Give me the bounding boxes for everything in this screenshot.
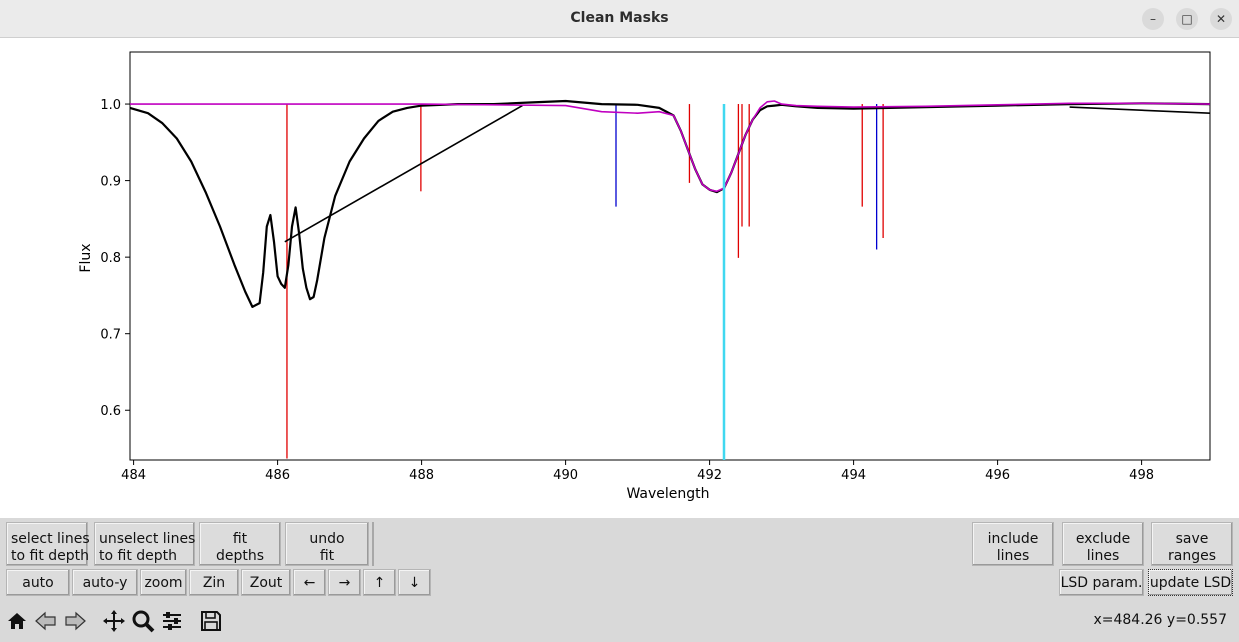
series-2 [1069,106,1211,114]
x-tick-label-2: 488 [409,468,434,483]
pan-icon[interactable] [101,607,127,635]
close-button[interactable]: ✕ [1210,8,1232,30]
fit-depths-button[interactable]: fit depths [199,522,281,566]
home-icon[interactable] [4,607,30,635]
y-tick-label-1: 0.7 [100,328,121,343]
forward-icon[interactable] [62,607,88,635]
update-lsd-button[interactable]: update LSD [1148,569,1233,596]
zoom-out-button[interactable]: Zout [241,569,291,596]
undo-fit-button[interactable]: undo fit [285,522,369,566]
x-tick-label-3: 490 [553,468,578,483]
y-tick-label-2: 0.8 [100,251,121,266]
x-tick-label-7: 498 [1129,468,1154,483]
zoom-button[interactable]: zoom [140,569,187,596]
y-tick-label-3: 0.9 [100,175,121,190]
include-lines-button[interactable]: include lines [972,522,1054,566]
lsd-param-button[interactable]: LSD param. [1059,569,1144,596]
unselect-lines-button[interactable]: unselect lines to fit depth [94,522,195,566]
configure-icon[interactable] [159,607,185,635]
series-3 [130,100,1211,193]
pan-right-button[interactable]: → [328,569,361,596]
back-icon[interactable] [33,607,59,635]
save-ranges-button[interactable]: save ranges [1151,522,1233,566]
pan-left-button[interactable]: ← [293,569,326,596]
minimize-button[interactable]: – [1142,8,1164,30]
save-icon[interactable] [198,607,224,635]
maximize-button[interactable]: □ [1176,8,1198,30]
pan-down-button[interactable]: ↓ [398,569,431,596]
window-title: Clean Masks [570,10,669,26]
zoom-icon[interactable] [130,607,156,635]
cursor-coordinates: x=484.26 y=0.557 [1093,612,1227,628]
x-tick-label-5: 494 [841,468,866,483]
y-axis-label: Flux [78,243,94,272]
y-tick-label-4: 1.0 [100,98,121,113]
spectrum-chart[interactable]: 484 486 488 490 492 494 496 498 0.6 0.7 0.8 0.9 1.0 W… [0,38,1239,518]
x-tick-label-0: 484 [121,468,146,483]
x-tick-label-4: 492 [697,468,722,483]
plot-marks [129,99,1211,460]
title-bar: Clean Masks – □ ✕ [0,0,1239,38]
series-1 [284,104,523,243]
select-lines-button[interactable]: select lines to fit depth [6,522,90,566]
y-tick-label-0: 0.6 [100,404,121,419]
plot-canvas[interactable]: 484 486 488 490 492 494 496 498 0.6 0.7 0.8 0.9 1.0 W… [0,38,1239,518]
plot-frame [129,51,1211,461]
button-separator [372,522,374,566]
auto-button[interactable]: auto [6,569,70,596]
zoom-in-button[interactable]: Zin [189,569,239,596]
x-axis-label: Wavelength [626,486,709,502]
x-tick-label-1: 486 [265,468,290,483]
series-0 [129,99,1211,308]
x-tick-label-6: 496 [985,468,1010,483]
plot-axes: 484 486 488 490 492 494 496 498 0.6 0.7 0.8 0.9 1.0 W… [78,98,1154,502]
pan-up-button[interactable]: ↑ [363,569,396,596]
exclude-lines-button[interactable]: exclude lines [1062,522,1144,566]
auto-y-button[interactable]: auto-y [72,569,138,596]
